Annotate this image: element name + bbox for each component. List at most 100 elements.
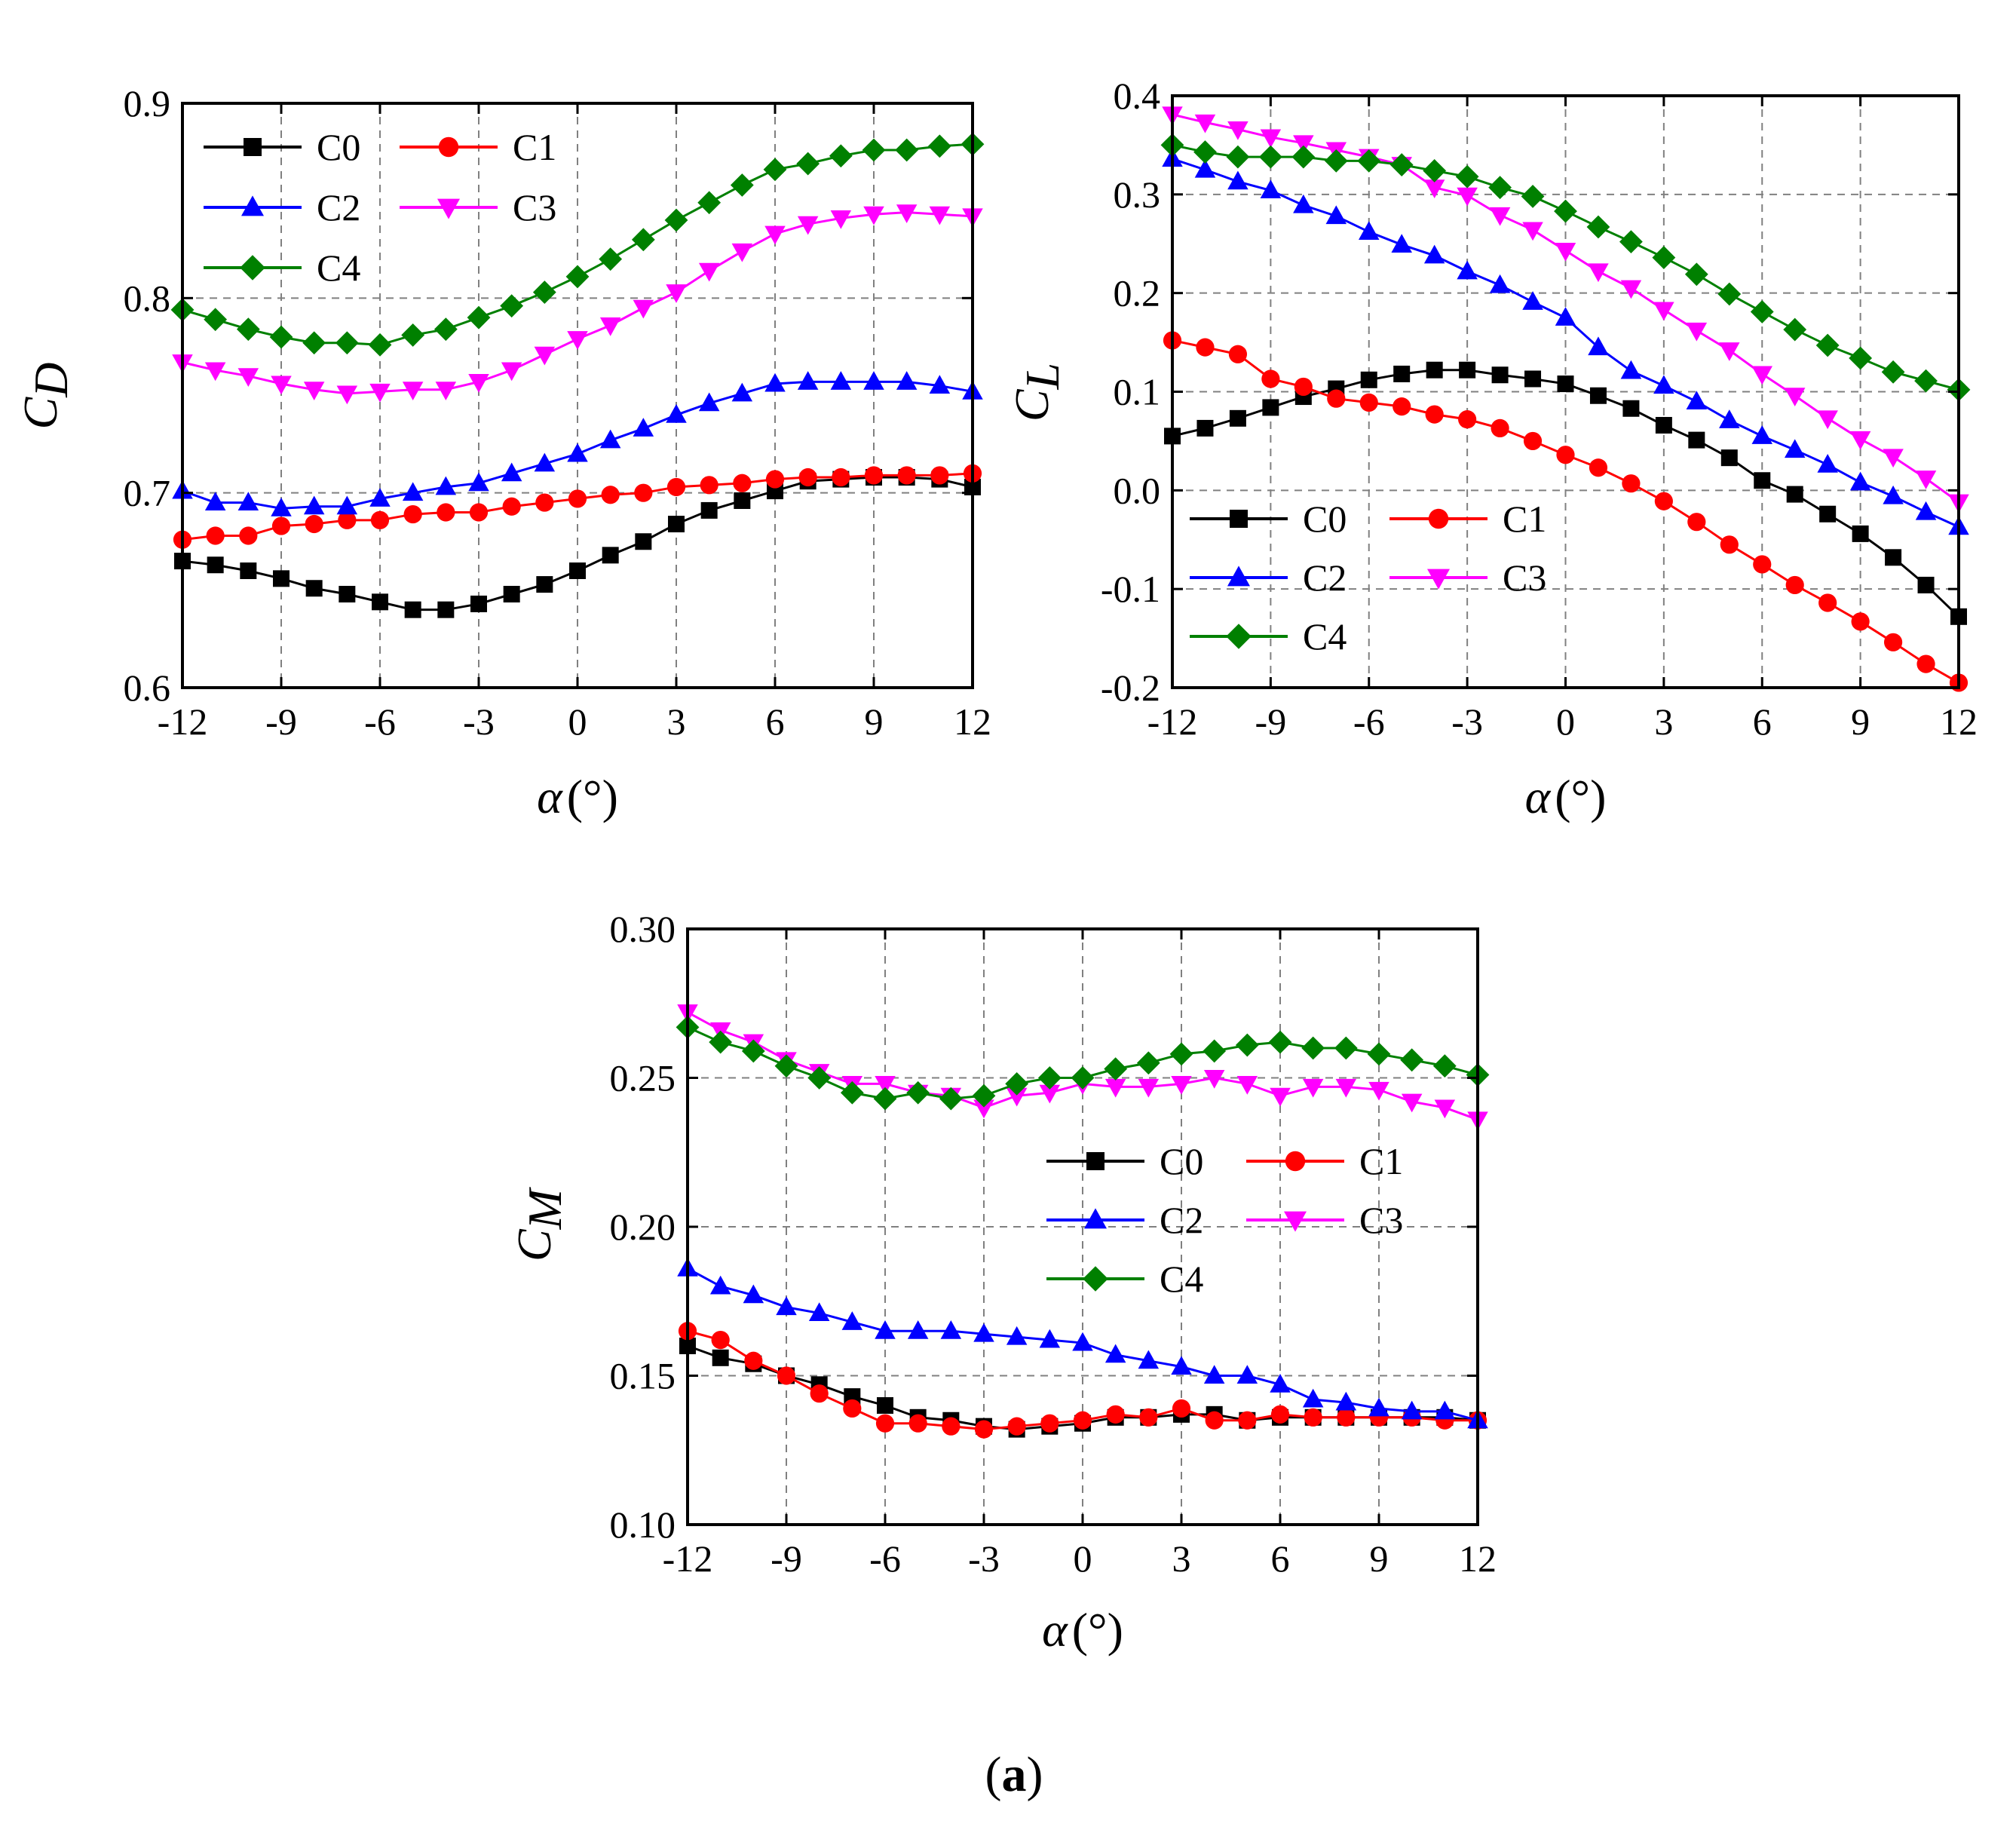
data-point-c1 <box>568 489 587 508</box>
data-point-c0 <box>404 601 421 618</box>
chart-lift-coefficient: -12 -9 -6 -3 0 3 6 9 12 -0.2 -0.1 0.0 0.1 0.2 0.3 0.4 α(… <box>1005 75 1978 823</box>
x-tick-label: 3 <box>667 700 686 743</box>
data-point-c4 <box>1881 360 1905 384</box>
data-point-c1 <box>777 1366 796 1385</box>
data-point-c2 <box>1817 454 1838 473</box>
data-point-c2 <box>1915 501 1937 520</box>
data-point-c3 <box>1489 207 1511 226</box>
legend-label-c3: C3 <box>1503 556 1546 599</box>
data-point-c2 <box>940 1320 962 1339</box>
y-axis-label-subscript: D <box>24 363 78 398</box>
data-point-c2 <box>1457 260 1478 280</box>
data-point-c1 <box>908 1414 927 1433</box>
x-tick-label: 3 <box>1172 1537 1191 1580</box>
data-point-c2 <box>1620 360 1642 379</box>
data-point-c4 <box>1258 145 1282 169</box>
data-point-c4 <box>1586 215 1610 239</box>
data-point-c4 <box>1914 369 1938 393</box>
data-point-c0 <box>339 586 356 602</box>
legend-label-c0: C0 <box>1303 498 1347 540</box>
data-point-c4 <box>840 1080 864 1105</box>
data-point-c0 <box>712 1349 729 1366</box>
data-point-c4 <box>1750 300 1774 323</box>
data-point-c3 <box>468 373 489 393</box>
data-point-c3 <box>1588 263 1609 283</box>
data-point-c2 <box>567 443 588 462</box>
x-tick-label: -3 <box>463 700 495 743</box>
data-point-c0 <box>240 562 257 579</box>
data-point-c3 <box>698 262 720 282</box>
data-point-c1 <box>1393 397 1411 416</box>
data-point-c2 <box>841 1311 863 1330</box>
data-point-c3 <box>336 385 358 405</box>
data-point-c0 <box>1688 431 1705 449</box>
data-point-c0 <box>1360 371 1377 388</box>
data-point-c4 <box>664 208 688 232</box>
data-point-c1 <box>634 483 653 502</box>
data-point-c2 <box>599 429 621 449</box>
data-point-c1 <box>1304 1408 1322 1427</box>
legend-marker-c3 <box>1284 1211 1307 1232</box>
data-point-c0 <box>1754 472 1771 489</box>
data-point-c2 <box>1555 307 1576 326</box>
data-point-c2 <box>830 371 852 390</box>
data-point-c4 <box>1400 1048 1424 1072</box>
data-point-c3 <box>1194 114 1216 133</box>
legend-label-c1: C1 <box>513 126 556 168</box>
data-point-c1 <box>843 1399 862 1418</box>
data-point-c4 <box>1291 145 1316 169</box>
legend-label-c1: C1 <box>1359 1140 1403 1182</box>
data-point-c4 <box>631 228 655 252</box>
data-point-c0 <box>503 586 520 602</box>
data-point-c2 <box>1335 1391 1357 1411</box>
data-point-c2 <box>1434 1400 1456 1420</box>
data-point-c3 <box>237 368 259 387</box>
data-point-c0 <box>1426 361 1443 379</box>
legend-marker-c0 <box>1230 510 1248 528</box>
data-point-c1 <box>1359 393 1378 412</box>
data-point-c2 <box>369 488 391 507</box>
x-tick-label: -3 <box>1451 700 1483 743</box>
data-point-c4 <box>565 265 590 289</box>
data-point-c4 <box>774 1054 798 1078</box>
data-point-c2 <box>1686 391 1708 410</box>
data-point-c2 <box>1325 205 1347 225</box>
data-point-c2 <box>237 492 259 511</box>
data-point-c3 <box>1236 1075 1258 1095</box>
data-point-c4 <box>1324 149 1348 173</box>
data-point-c1 <box>1238 1411 1257 1430</box>
legend-marker-c1 <box>438 136 459 158</box>
data-point-c1 <box>1851 612 1870 631</box>
data-point-c1 <box>1007 1417 1026 1436</box>
x-tick-label: 3 <box>1654 700 1673 743</box>
data-point-c4 <box>269 325 293 349</box>
data-point-c2 <box>1006 1326 1028 1345</box>
x-axis-label: α(°) <box>537 770 618 823</box>
data-point-c3 <box>1522 222 1543 241</box>
x-tick-label: 12 <box>954 700 991 743</box>
x-tick-label: -9 <box>771 1537 802 1580</box>
legend-marker-c4 <box>240 255 265 280</box>
data-point-c1 <box>666 477 686 497</box>
data-point-c1 <box>711 1331 730 1350</box>
data-point-c2 <box>929 375 951 394</box>
data-point-c3 <box>1401 1093 1423 1113</box>
data-point-c1 <box>239 526 258 545</box>
data-point-c3 <box>1817 410 1838 430</box>
legend: C0 C1 C2 C3 C4 <box>1046 1140 1403 1300</box>
legend-label-c2: C2 <box>317 186 360 228</box>
data-point-c1 <box>1073 1411 1092 1430</box>
legend-marker-c2 <box>241 195 264 216</box>
data-point-c0 <box>1852 525 1869 542</box>
data-point-c3 <box>402 382 424 401</box>
data-point-c2 <box>1270 1374 1291 1393</box>
data-point-c1 <box>1040 1414 1059 1433</box>
y-tick-label: 0.7 <box>124 472 171 514</box>
data-point-c0 <box>734 492 751 509</box>
data-point-c4 <box>763 158 787 182</box>
data-point-c1 <box>437 503 455 522</box>
data-point-c2 <box>1194 158 1216 178</box>
data-point-c0 <box>273 570 290 587</box>
data-point-c4 <box>1136 1051 1160 1075</box>
data-point-c4 <box>1717 282 1742 306</box>
